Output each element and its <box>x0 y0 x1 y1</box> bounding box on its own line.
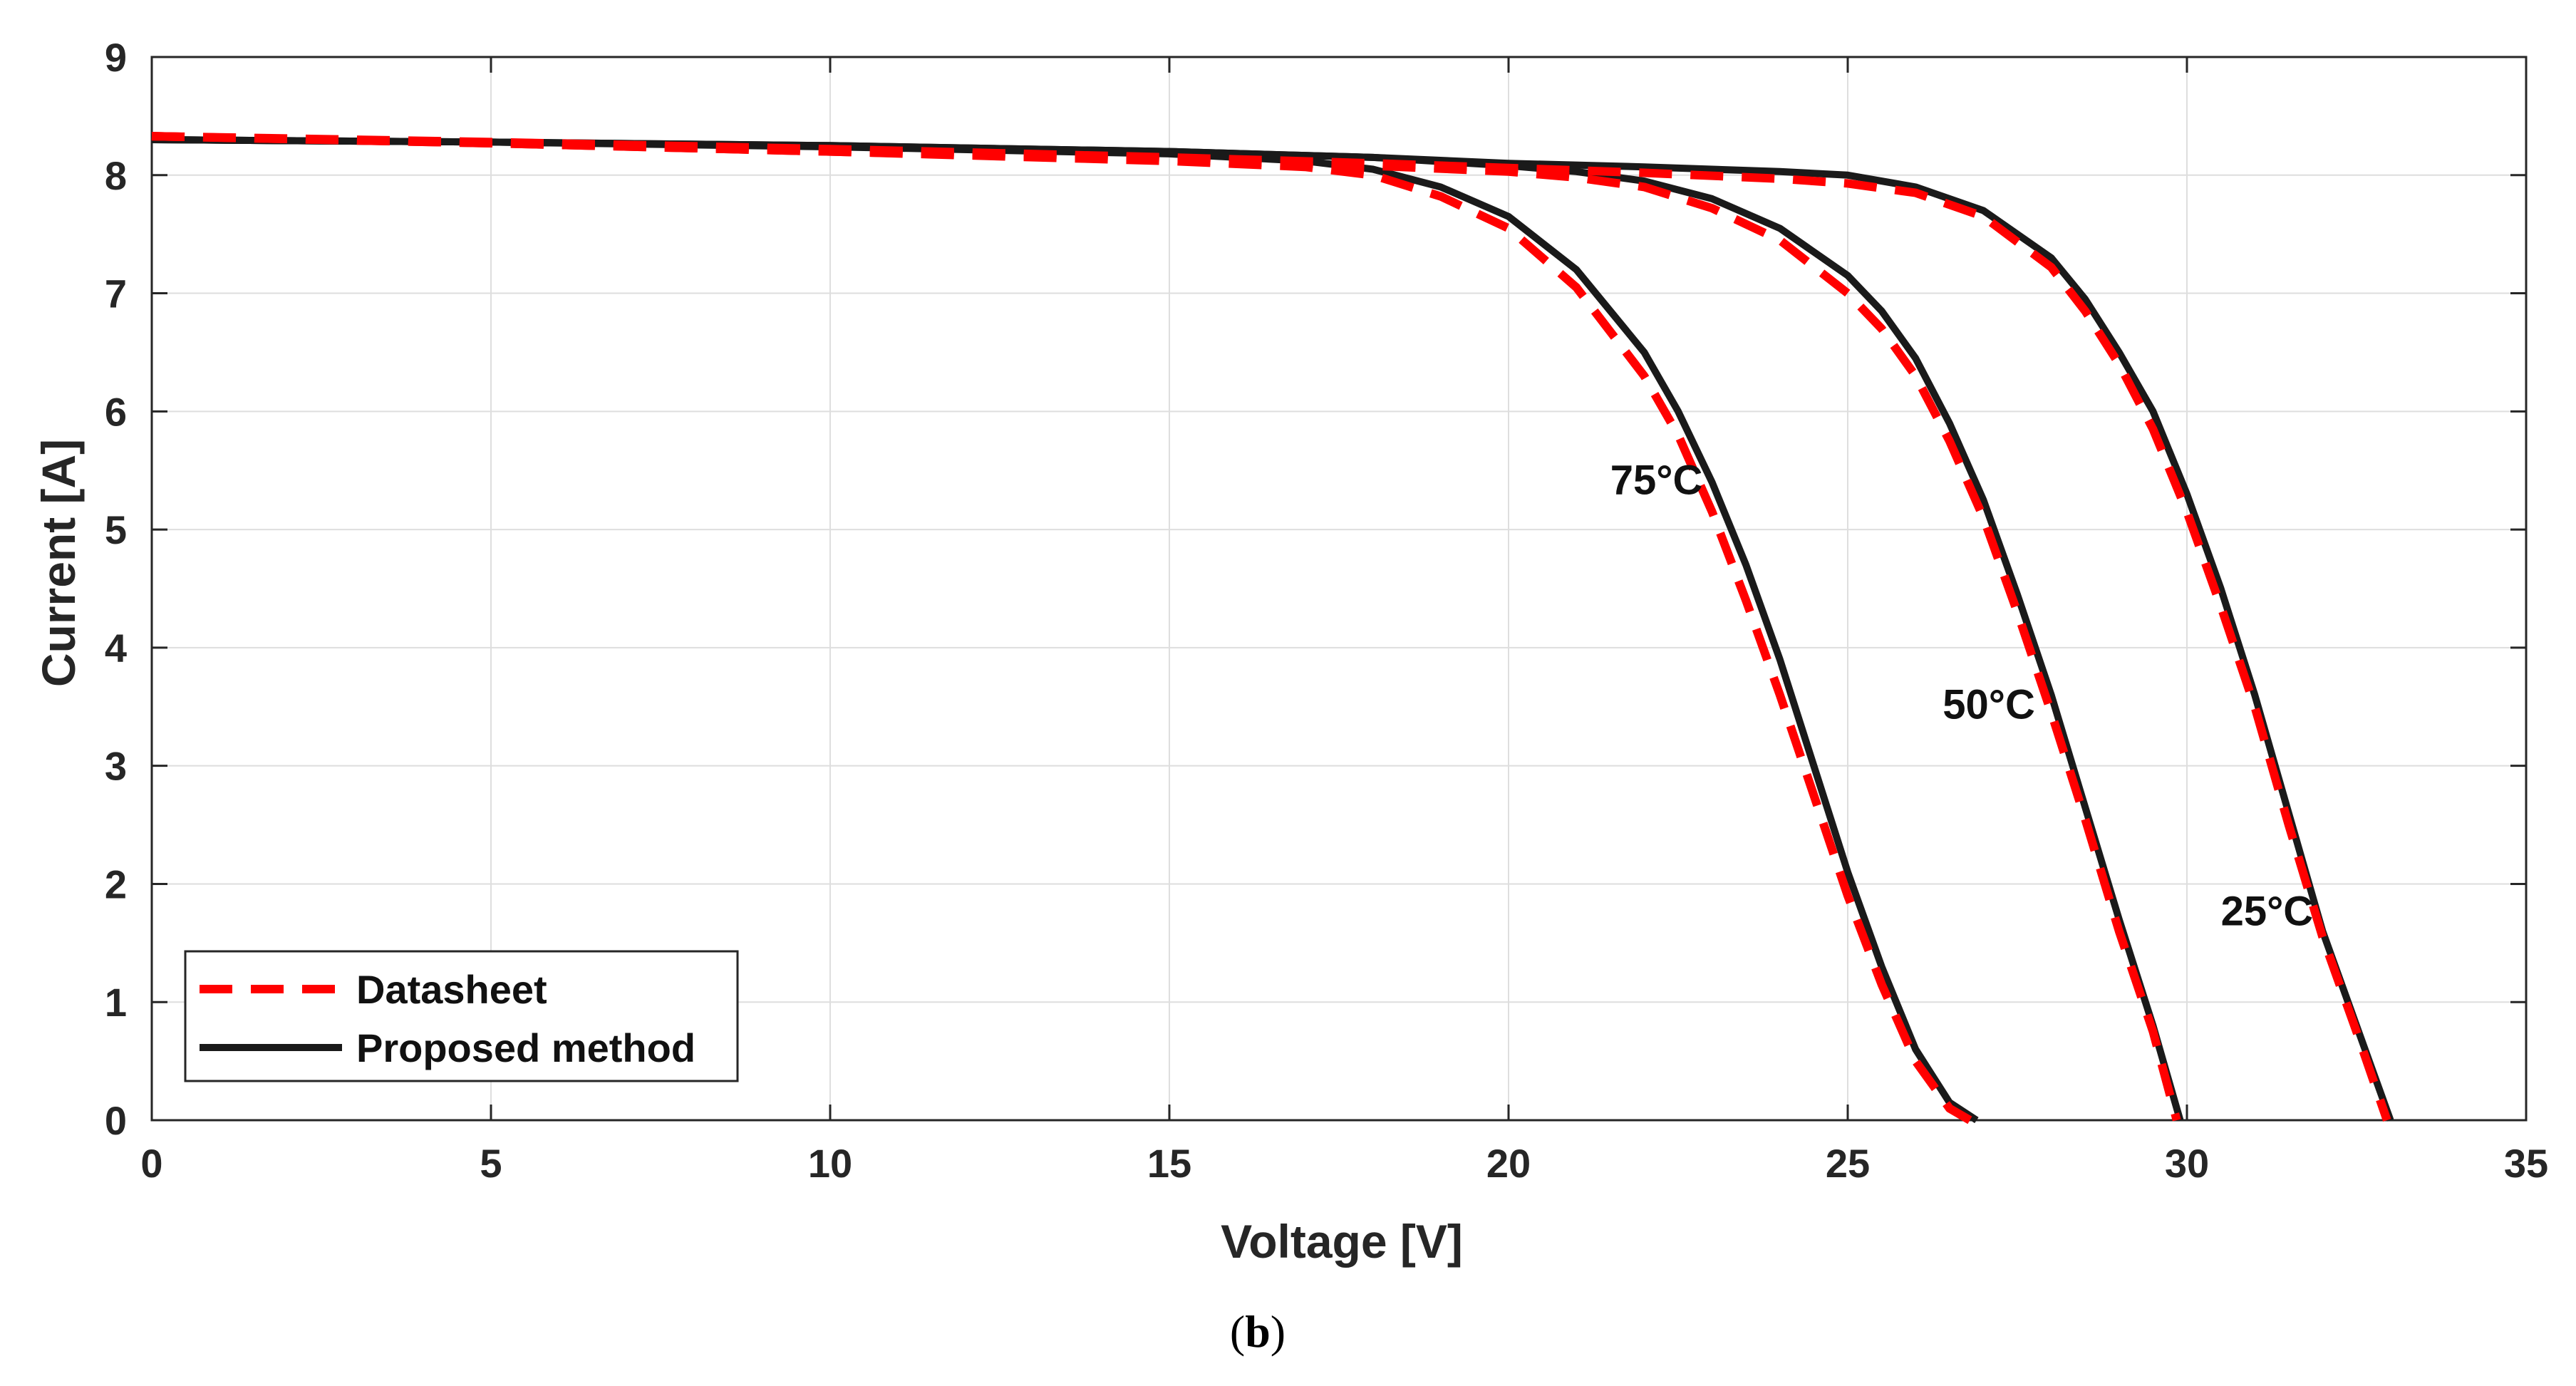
caption-letter: b <box>1245 1306 1271 1357</box>
x-axis-label: Voltage [V] <box>1221 1215 1463 1268</box>
y-tick-label: 7 <box>105 271 127 316</box>
grid <box>152 57 2526 1120</box>
y-tick-label: 6 <box>105 389 127 434</box>
y-tick-label: 2 <box>105 862 127 906</box>
x-tick-label: 35 <box>2504 1141 2548 1186</box>
temperature-label: 25°C <box>2221 888 2314 934</box>
tick-marks <box>150 56 2528 1122</box>
caption-open: ( <box>1230 1306 1245 1357</box>
datasheet-curve-75c <box>151 132 1972 1124</box>
series-group <box>151 132 2394 1124</box>
x-tick-label: 15 <box>1147 1141 1191 1186</box>
x-tick-label: 5 <box>480 1141 502 1186</box>
datasheet-curve-25c <box>151 132 2391 1122</box>
y-tick-label: 4 <box>105 626 127 671</box>
x-tick-label: 25 <box>1826 1141 1870 1186</box>
annotations: 75°C 50°C 25°C <box>1610 457 2313 934</box>
axes-frame <box>150 56 2528 1122</box>
y-axis-label: Current [A] <box>32 439 85 687</box>
y-tick-label: 9 <box>105 35 127 80</box>
y-tick-label: 5 <box>105 507 127 552</box>
figure-caption: (b) <box>1230 1306 1286 1357</box>
temperature-label: 50°C <box>1943 681 2035 728</box>
axes-box <box>150 56 2528 1122</box>
y-tick-label: 0 <box>105 1098 127 1143</box>
legend: Datasheet Proposed method <box>184 950 739 1082</box>
legend-label-datasheet: Datasheet <box>356 967 547 1012</box>
legend-label-proposed: Proposed method <box>356 1025 695 1070</box>
y-tick-label: 3 <box>105 744 127 789</box>
y-tick-label: 8 <box>105 153 127 198</box>
x-tick-label: 10 <box>808 1141 852 1186</box>
x-tick-label: 0 <box>140 1141 162 1186</box>
y-tick-label: 1 <box>105 980 127 1025</box>
tick-labels: 0 5 10 15 20 25 30 35 0 1 2 3 4 5 6 7 8 9 <box>105 35 2548 1186</box>
x-tick-label: 30 <box>2165 1141 2209 1186</box>
legend-box <box>184 950 739 1082</box>
x-tick-label: 20 <box>1486 1141 1531 1186</box>
caption-close: ) <box>1271 1306 1286 1357</box>
temperature-label: 75°C <box>1610 457 1703 503</box>
plot-area <box>152 57 2526 1120</box>
